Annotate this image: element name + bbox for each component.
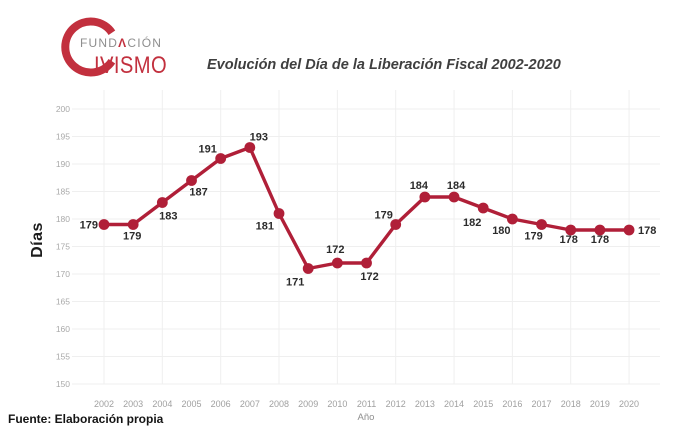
x-tick-label: 2011 xyxy=(357,399,376,409)
x-tick-label: 2005 xyxy=(181,399,201,409)
data-point-label: 178 xyxy=(560,234,578,246)
line-chart: 150 155 160 165 170 175 180 185 190 195 200 2002 200… xyxy=(0,88,680,440)
data-point xyxy=(594,224,606,236)
data-point xyxy=(244,142,256,153)
y-tick-label: 200 xyxy=(56,104,70,114)
y-tick-label: 160 xyxy=(56,324,70,334)
x-tick-label: 2015 xyxy=(473,399,493,409)
data-point xyxy=(156,197,168,208)
data-point xyxy=(331,257,343,269)
y-tick-label: 190 xyxy=(56,159,70,169)
data-point-label: 193 xyxy=(250,132,268,144)
data-point xyxy=(127,219,139,230)
data-point-label: 183 xyxy=(159,211,177,223)
x-tick-label: 2009 xyxy=(298,399,318,409)
logo-big-c-icon xyxy=(61,17,116,77)
data-point-label: 179 xyxy=(80,220,98,232)
y-tick-label: 150 xyxy=(56,379,70,389)
data-point-label: 180 xyxy=(492,225,510,237)
data-point xyxy=(477,202,489,214)
series-line xyxy=(104,145,630,271)
data-point xyxy=(273,208,285,219)
data-point-label: 179 xyxy=(123,231,141,243)
x-tick-label: 2012 xyxy=(386,399,406,409)
data-point xyxy=(506,213,518,225)
x-tick-label: 2019 xyxy=(590,399,610,409)
y-tick-label: 165 xyxy=(56,297,70,307)
x-tick-label: 2016 xyxy=(502,399,522,409)
data-point-label: 187 xyxy=(189,187,207,199)
x-axis-title: Año xyxy=(358,412,375,423)
x-tick-label: 2007 xyxy=(240,399,260,409)
y-tick-label: 170 xyxy=(56,269,70,279)
x-tick-label: 2010 xyxy=(327,399,347,409)
data-point-label: 172 xyxy=(360,271,378,283)
data-point-label: 179 xyxy=(524,231,542,243)
y-tick-label: 185 xyxy=(56,187,70,197)
x-tick-label: 2008 xyxy=(269,399,289,409)
x-tick-label: 2013 xyxy=(415,399,435,409)
logo-word-fundacion-part2: CIÓN xyxy=(127,36,163,50)
x-tick-label: 2014 xyxy=(444,399,464,409)
x-tick-label: 2003 xyxy=(123,399,143,409)
data-point xyxy=(623,224,635,236)
fundacion-civismo-logo: FUNDΛCIÓN IVISMO xyxy=(58,14,208,88)
y-tick-label: 195 xyxy=(56,132,70,142)
data-point-label: 172 xyxy=(326,244,344,256)
logo-word-civismo: IVISMO xyxy=(94,52,168,79)
data-point-label: 191 xyxy=(199,144,217,156)
data-point xyxy=(448,191,460,203)
data-point xyxy=(419,191,431,203)
data-point-label: 184 xyxy=(410,180,429,192)
x-tick-label: 2017 xyxy=(532,399,552,409)
data-point xyxy=(98,219,110,230)
logo-word-fundacion: FUNDΛCIÓN xyxy=(80,36,162,50)
y-axis-title: Días xyxy=(29,222,46,258)
source-note: Fuente: Elaboración propia xyxy=(8,412,164,426)
data-point xyxy=(186,175,197,186)
logo-accent-lambda: Λ xyxy=(118,36,128,50)
data-point xyxy=(536,219,547,230)
logo-word-fundacion-part1: FUND xyxy=(80,36,119,50)
data-point xyxy=(215,153,227,164)
data-point-label: 178 xyxy=(591,234,609,246)
data-point-label: 171 xyxy=(286,277,304,289)
data-point xyxy=(302,263,314,274)
x-tick-label: 2018 xyxy=(561,399,581,409)
chart-canvas: 150 155 160 165 170 175 180 185 190 195 200 2002 200… xyxy=(29,90,660,423)
x-tick-label: 2004 xyxy=(152,399,172,409)
data-point-label: 182 xyxy=(463,217,481,229)
y-tick-label: 175 xyxy=(56,242,70,252)
x-tick-label: 2002 xyxy=(94,399,114,409)
data-point-label: 184 xyxy=(447,180,466,192)
data-point xyxy=(361,257,372,269)
data-point xyxy=(390,219,402,230)
data-point-label: 181 xyxy=(256,221,274,233)
chart-title: Evolución del Día de la Liberación Fisca… xyxy=(207,57,561,73)
x-tick-label: 2020 xyxy=(619,399,639,409)
y-tick-label: 180 xyxy=(56,214,70,224)
x-tick-label: 2006 xyxy=(211,399,231,409)
data-point xyxy=(565,224,577,236)
data-point-label: 178 xyxy=(638,225,656,237)
y-tick-label: 155 xyxy=(56,352,70,362)
data-point-label: 179 xyxy=(375,210,393,222)
